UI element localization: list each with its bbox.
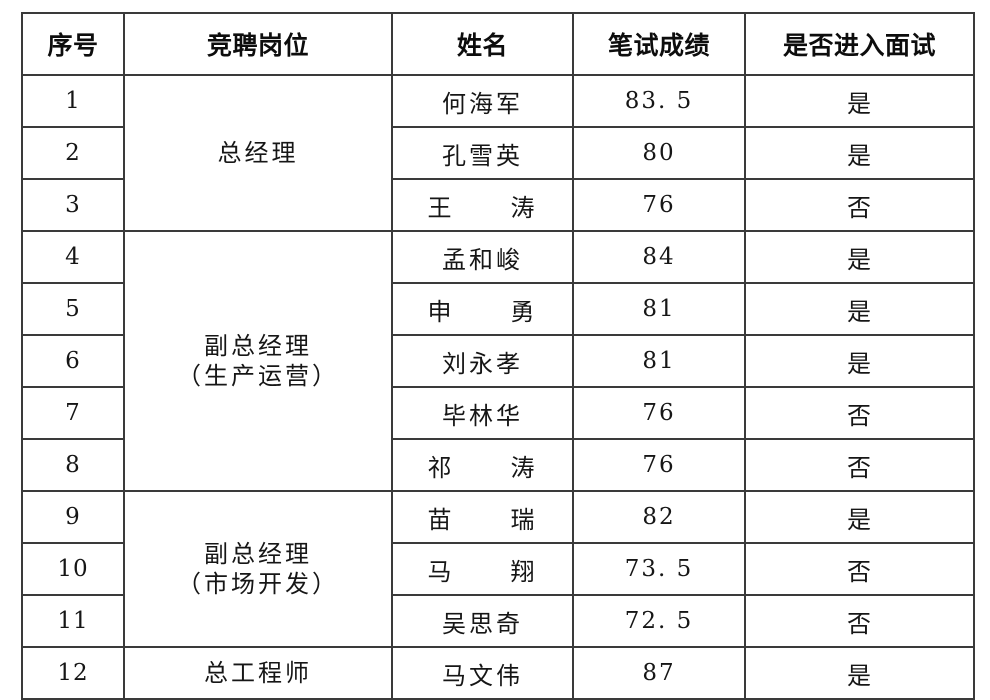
cell-interview-result: 否	[744, 594, 975, 648]
cell-score: 73. 5	[572, 542, 746, 596]
candidate-name: 毕林华	[442, 401, 523, 430]
cell-score: 83. 5	[572, 74, 746, 128]
header-row: 序号 竞聘岗位 姓名 笔试成绩 是否进入面试	[21, 12, 975, 76]
cell-interview-result: 是	[744, 282, 975, 336]
candidate-name: 祁涛	[427, 453, 538, 482]
table-body: 1 总经理 何海军 83. 5 是 2 孔雪英 80 是 3 王涛 76 否 4 副总经理 （生产运营） 孟和峻…	[21, 74, 975, 700]
position-line: 总经理	[217, 139, 299, 167]
column-header-result: 是否进入面试	[744, 12, 975, 76]
candidate-name: 何海军	[442, 89, 523, 118]
table-row: 4 副总经理 （生产运营） 孟和峻 84 是	[21, 230, 975, 492]
cell-position: 总经理	[123, 74, 393, 232]
cell-index: 6	[21, 334, 125, 388]
exam-results-table: 序号 竞聘岗位 姓名 笔试成绩 是否进入面试 1 总经理 何海军 83. 5 是 2 孔雪英…	[21, 12, 975, 700]
position-line: 副总经理	[204, 540, 312, 568]
cell-index: 2	[21, 126, 125, 180]
candidate-name: 马翔	[427, 557, 538, 586]
table-row: 12 总工程师 马文伟 87 是	[21, 646, 975, 700]
cell-interview-result: 否	[744, 178, 975, 232]
cell-index: 12	[21, 646, 125, 700]
cell-index: 8	[21, 438, 125, 492]
cell-name: 祁涛	[391, 438, 574, 492]
document-page: 序号 竞聘岗位 姓名 笔试成绩 是否进入面试 1 总经理 何海军 83. 5 是 2 孔雪英…	[21, 12, 975, 700]
candidate-name: 孟和峻	[442, 245, 523, 274]
cell-score: 81	[572, 334, 746, 388]
candidate-name: 申勇	[427, 297, 538, 326]
table-row: 3 王涛 76 否	[21, 178, 975, 232]
cell-name: 马文伟	[391, 646, 574, 700]
cell-position: 总工程师	[123, 646, 393, 700]
cell-score: 81	[572, 282, 746, 336]
column-header-position: 竞聘岗位	[123, 12, 393, 76]
position-line: （生产运营）	[177, 362, 339, 390]
cell-interview-result: 是	[744, 230, 975, 284]
cell-name: 刘永孝	[391, 334, 574, 388]
cell-score: 76	[572, 386, 746, 440]
cell-score: 80	[572, 126, 746, 180]
cell-index: 5	[21, 282, 125, 336]
table-row: 7 毕林华 76 否	[21, 386, 975, 440]
cell-index: 4	[21, 230, 125, 284]
cell-name: 马翔	[391, 542, 574, 596]
cell-name: 何海军	[391, 74, 574, 128]
cell-index: 3	[21, 178, 125, 232]
position-line: 总工程师	[204, 659, 312, 687]
candidate-name: 刘永孝	[442, 349, 523, 378]
cell-index: 7	[21, 386, 125, 440]
cell-name: 孟和峻	[391, 230, 574, 284]
cell-interview-result: 是	[744, 334, 975, 388]
cell-score: 84	[572, 230, 746, 284]
column-header-name: 姓名	[391, 12, 574, 76]
cell-position: 副总经理 （生产运营）	[123, 230, 393, 492]
column-header-index: 序号	[21, 12, 125, 76]
cell-interview-result: 是	[744, 126, 975, 180]
cell-name: 王涛	[391, 178, 574, 232]
cell-interview-result: 否	[744, 438, 975, 492]
candidate-name: 孔雪英	[442, 141, 523, 170]
cell-name: 孔雪英	[391, 126, 574, 180]
cell-position: 副总经理 （市场开发）	[123, 490, 393, 648]
cell-interview-result: 否	[744, 542, 975, 596]
cell-score: 72. 5	[572, 594, 746, 648]
table-row: 9 副总经理 （市场开发） 苗瑞 82 是	[21, 490, 975, 648]
cell-name: 吴思奇	[391, 594, 574, 648]
table-row: 2 孔雪英 80 是	[21, 126, 975, 180]
cell-interview-result: 否	[744, 386, 975, 440]
cell-name: 毕林华	[391, 386, 574, 440]
table-header: 序号 竞聘岗位 姓名 笔试成绩 是否进入面试	[21, 12, 975, 76]
candidate-name: 苗瑞	[427, 505, 538, 534]
cell-index: 10	[21, 542, 125, 596]
cell-score: 76	[572, 178, 746, 232]
cell-index: 11	[21, 594, 125, 648]
position-line: （市场开发）	[177, 570, 339, 598]
column-header-score: 笔试成绩	[572, 12, 746, 76]
cell-index: 9	[21, 490, 125, 544]
cell-index: 1	[21, 74, 125, 128]
position-line: 副总经理	[204, 332, 312, 360]
cell-interview-result: 是	[744, 646, 975, 700]
candidate-name: 王涛	[427, 193, 538, 222]
cell-score: 82	[572, 490, 746, 544]
cell-score: 76	[572, 438, 746, 492]
candidate-name: 吴思奇	[442, 609, 523, 638]
cell-interview-result: 是	[744, 74, 975, 128]
cell-score: 87	[572, 646, 746, 700]
cell-name: 苗瑞	[391, 490, 574, 544]
table-row: 5 申勇 81 是	[21, 282, 975, 336]
cell-name: 申勇	[391, 282, 574, 336]
candidate-name: 马文伟	[442, 661, 523, 690]
table-row: 8 祁涛 76 否	[21, 438, 975, 492]
table-row: 6 刘永孝 81 是	[21, 334, 975, 388]
cell-interview-result: 是	[744, 490, 975, 544]
